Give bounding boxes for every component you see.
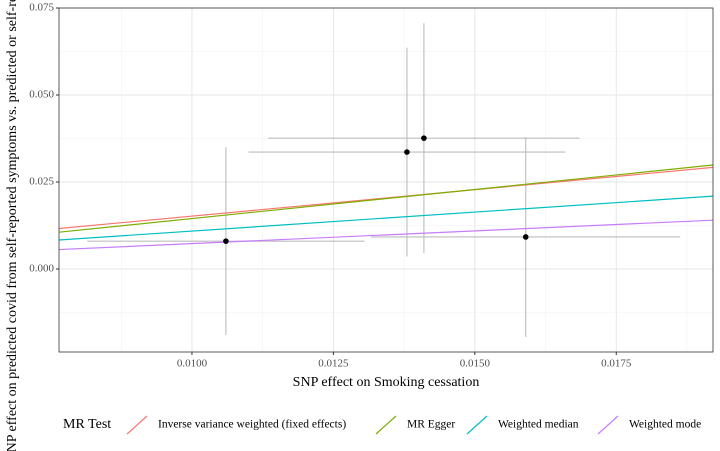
y-tick-label: 0.000 xyxy=(29,263,54,275)
legend-key xyxy=(375,415,397,435)
x-tick-label: 0.0125 xyxy=(318,358,349,370)
y-tick-label: 0.075 xyxy=(29,2,54,14)
point xyxy=(223,238,229,244)
x-axis-title: SNP effect on Smoking cessation xyxy=(293,375,480,390)
legend-label: Weighted median xyxy=(498,419,579,431)
y-tick-label: 0.025 xyxy=(29,176,54,188)
legend-title: MR Test xyxy=(63,417,111,432)
panel-border xyxy=(58,7,714,353)
y-tick-label: 0.050 xyxy=(29,89,54,101)
regression-line xyxy=(59,166,713,230)
point xyxy=(421,135,427,141)
legend-key xyxy=(597,415,619,435)
legend-label: MR Egger xyxy=(407,419,455,431)
panel xyxy=(59,8,713,352)
point xyxy=(404,149,410,155)
legend-label: Inverse variance weighted (fixed effects… xyxy=(158,419,346,431)
regression-line xyxy=(59,195,713,241)
point xyxy=(522,234,529,240)
x-tick-label: 0.0100 xyxy=(177,358,208,370)
x-tick-label: 0.0175 xyxy=(601,358,632,370)
legend-label: Weighted mode xyxy=(629,419,701,431)
legend-key xyxy=(466,415,488,435)
regression-line xyxy=(59,164,713,233)
regression-line xyxy=(59,219,713,251)
legend-key xyxy=(126,415,148,435)
x-tick-label: 0.0150 xyxy=(460,358,491,370)
y-axis-title: SNP effect on predicted covid from self-… xyxy=(5,0,20,451)
